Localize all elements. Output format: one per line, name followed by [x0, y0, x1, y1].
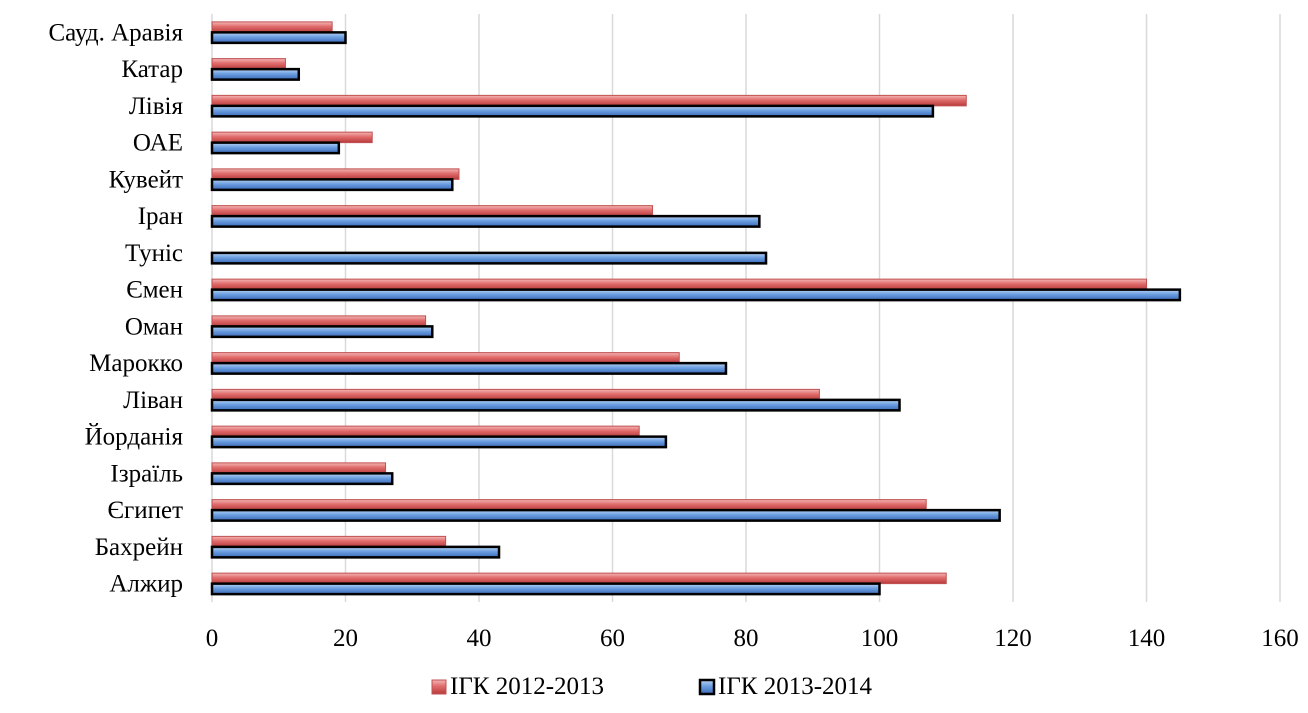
category-label: Ліван	[123, 387, 183, 414]
bar-series-2	[210, 141, 341, 155]
x-tick-label: 0	[206, 625, 219, 652]
bar-series-2	[210, 288, 1182, 302]
category-label: Катар	[121, 56, 183, 83]
x-tick-label: 20	[333, 625, 358, 652]
x-tick-label: 100	[861, 625, 899, 652]
bar-series-2	[210, 545, 501, 559]
x-tick-labels: 0 20 40 60 80 100 120 140 160	[206, 625, 1299, 652]
category-label: Алжир	[109, 571, 183, 598]
bar-series-2	[210, 325, 434, 339]
category-label: Сауд. Аравія	[48, 19, 183, 46]
category-label: ОАЕ	[133, 130, 183, 157]
bar-series-1	[211, 535, 447, 548]
bar-series-2	[210, 361, 728, 375]
bar-series-1	[211, 352, 680, 364]
category-label: Кувейт	[109, 166, 183, 193]
category-label: Іран	[138, 203, 183, 230]
x-tick-label: 160	[1261, 625, 1299, 652]
bar-series-2	[210, 67, 301, 81]
bar-series-2	[210, 178, 454, 192]
category-label: Йорданія	[85, 423, 184, 451]
bar-series-1	[211, 572, 947, 585]
category-label: Єгипет	[107, 497, 183, 524]
category-label: Марокко	[89, 350, 183, 377]
x-tick-label: 60	[600, 625, 625, 652]
category-label: Ємен	[126, 277, 183, 304]
bar-series-2	[210, 398, 901, 412]
x-tick-label: 120	[994, 625, 1032, 652]
legend-label-series-1: ІГК 2012-2013	[450, 673, 604, 700]
category-label: Лівія	[129, 93, 184, 120]
bar-series-2	[210, 214, 761, 228]
x-tick-label: 80	[734, 625, 759, 652]
legend-label-series-2: ІГК 2013-2014	[718, 673, 873, 700]
category-label: Оман	[125, 313, 183, 340]
bar-series-1	[211, 131, 373, 144]
x-tick-label: 140	[1128, 625, 1166, 652]
bar-series-1	[211, 21, 333, 33]
bar-series-2	[210, 251, 768, 265]
legend: ІГК 2012-2013 ІГК 2013-2014	[431, 673, 873, 700]
category-labels: Сауд. Аравія Катар Лівія ОАЕ Кувейт Іран Туніс…	[48, 19, 183, 597]
legend-swatch-series-2	[698, 678, 716, 696]
category-label: Туніс	[125, 240, 183, 267]
bar-series-2	[210, 508, 1001, 522]
category-label: Бахрейн	[95, 534, 183, 561]
bar-series-1	[211, 278, 1147, 291]
bar-series-2	[210, 31, 347, 45]
bar-series-2	[210, 435, 668, 449]
bar-series-1	[211, 499, 927, 511]
bar-series-2	[210, 104, 935, 118]
bar-series-1	[211, 205, 654, 217]
bar-series-2	[210, 582, 881, 596]
bar-series-1	[211, 425, 640, 438]
bar-series-1	[211, 315, 427, 327]
bar-series-2	[210, 472, 394, 486]
bar-series-1	[211, 388, 820, 401]
bars	[210, 21, 1182, 596]
category-label: Ізраїль	[110, 460, 183, 487]
bar-series-1	[211, 462, 387, 474]
legend-swatch-series-1	[431, 679, 447, 695]
bar-series-1	[211, 58, 286, 70]
x-tick-label: 40	[467, 625, 492, 652]
bar-series-1	[211, 168, 460, 180]
bar-series-1	[211, 94, 967, 107]
